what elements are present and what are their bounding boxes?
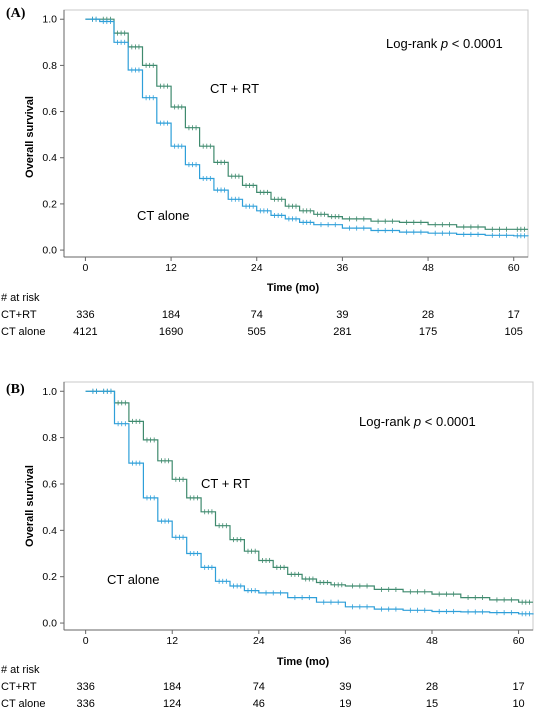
- risk-value: 28: [426, 681, 438, 693]
- logrank-annotation: Log-rank p < 0.0001: [386, 36, 503, 51]
- x-tick-label: 12: [166, 635, 178, 647]
- ct-rt-curve-label: CT + RT: [201, 476, 250, 491]
- x-tick-label: 36: [340, 635, 352, 647]
- x-tick-label: 36: [337, 262, 349, 274]
- risk-value: 281: [333, 326, 351, 338]
- ct-alone-curve-label: CT alone: [137, 208, 190, 223]
- risk-row-label: CT+RT: [1, 681, 37, 693]
- logrank-prefix: Log-rank: [359, 414, 414, 429]
- risk-table: # at risk CT+RT CT alone 336 184 74 39 28 17 4…: [1, 292, 523, 338]
- risk-table-header: # at risk: [1, 292, 40, 304]
- risk-table-header: # at risk: [1, 664, 40, 676]
- risk-row-label: CT alone: [1, 698, 45, 710]
- y-tick-label: 1.0: [42, 386, 57, 398]
- y-axis-title: Overall survival: [24, 465, 36, 547]
- risk-row-label: CT alone: [1, 326, 45, 338]
- x-tick-label: 60: [513, 635, 525, 647]
- x-tick-label: 48: [426, 635, 438, 647]
- y-tick-label: 0.8: [42, 432, 57, 444]
- y-tick-label: 1.0: [42, 14, 57, 26]
- risk-value: 184: [163, 681, 181, 693]
- risk-value: 1690: [159, 326, 183, 338]
- y-tick-label: 0.0: [42, 618, 57, 630]
- x-tick-label: 24: [251, 262, 263, 274]
- x-axis-title: Time (mo): [277, 656, 330, 668]
- axes: 0 12 24 36 48 60 0.0 0.2 0.4 0.6 0.8 1.0: [42, 381, 534, 647]
- risk-value: 17: [508, 309, 520, 321]
- logrank-prefix: Log-rank: [386, 36, 441, 51]
- risk-values: 336 184 74 39 28 17 336 124 46 19 15 10: [76, 681, 524, 710]
- panel-label: (B): [6, 382, 25, 397]
- risk-value: 336: [76, 681, 94, 693]
- risk-value: 4121: [73, 326, 97, 338]
- risk-value: 15: [426, 698, 438, 710]
- y-tick-label: 0.6: [42, 106, 57, 118]
- logrank-suffix: < 0.0001: [421, 414, 476, 429]
- y-tick-label: 0.8: [42, 60, 57, 72]
- logrank-p: p: [413, 414, 421, 429]
- survival-curves: [85, 16, 529, 239]
- risk-value: 39: [336, 309, 348, 321]
- risk-value: 184: [162, 309, 180, 321]
- risk-value: 19: [339, 698, 351, 710]
- ct-rt-curve-label: CT + RT: [210, 81, 259, 96]
- risk-value: 74: [253, 681, 265, 693]
- x-tick-label: 60: [508, 262, 520, 274]
- x-tick-label: 12: [165, 262, 177, 274]
- y-tick-label: 0.4: [42, 152, 57, 164]
- risk-value: 336: [76, 309, 94, 321]
- survival-curves: [85, 388, 534, 617]
- risk-value: 505: [248, 326, 266, 338]
- logrank-suffix: < 0.0001: [448, 36, 503, 51]
- risk-value: 124: [163, 698, 181, 710]
- risk-table: # at risk CT+RT CT alone 336 184 74 39 28 173…: [1, 664, 525, 710]
- ct-alone-curve-label: CT alone: [107, 572, 160, 587]
- y-tick-label: 0.6: [42, 478, 57, 490]
- y-axis-title: Overall survival: [24, 96, 36, 178]
- risk-value: 175: [419, 326, 437, 338]
- x-tick-label: 48: [422, 262, 434, 274]
- logrank-annotation: Log-rank p < 0.0001: [359, 414, 476, 429]
- x-tick-label: 0: [83, 635, 89, 647]
- risk-row-label: CT+RT: [1, 309, 37, 321]
- risk-value: 10: [512, 698, 524, 710]
- risk-value: 39: [339, 681, 351, 693]
- y-tick-label: 0.2: [42, 198, 57, 210]
- y-tick-label: 0.4: [42, 525, 57, 537]
- x-tick-label: 0: [82, 262, 88, 274]
- y-tick-label: 0.0: [42, 245, 57, 257]
- ct-alone-survival-curve: [85, 18, 529, 237]
- x-tick-label: 24: [253, 635, 265, 647]
- panel-b: (B) 0 12 24 36 48 60 0.0 0.2 0.4 0.6 0.8 1.0 Overal…: [1, 381, 534, 710]
- logrank-p: p: [440, 36, 448, 51]
- ct-rt-survival-curve: [85, 390, 533, 603]
- risk-value: 28: [422, 309, 434, 321]
- risk-values: 336 184 74 39 28 17 4121 1690 505 281 175 105: [73, 309, 523, 338]
- axes: 0 12 24 36 48 60 0.0 0.2 0.4 0.6 0.8 1.0: [42, 9, 529, 274]
- x-axis-title: Time (mo): [267, 282, 320, 294]
- risk-value: 336: [76, 698, 94, 710]
- risk-value: 74: [251, 309, 263, 321]
- panel-a: (A) 0 12 24 36 48 60 0.0 0.2 0.4 0.6 0.8 1.0 Overal…: [1, 6, 529, 338]
- risk-value: 105: [505, 326, 523, 338]
- risk-value: 46: [253, 698, 265, 710]
- risk-value: 17: [512, 681, 524, 693]
- panel-label: (A): [6, 6, 26, 21]
- y-tick-label: 0.2: [42, 571, 57, 583]
